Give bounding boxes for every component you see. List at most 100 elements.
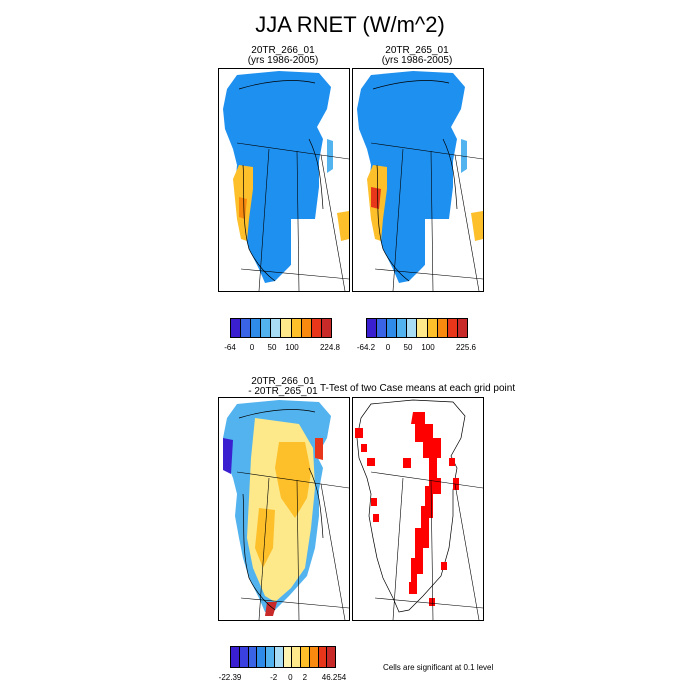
- coastline: [238, 409, 324, 611]
- iceland-cells: [471, 211, 483, 241]
- panel-title-top-left: 20TR_266_01 (yrs 1986-2005): [218, 46, 348, 66]
- meridian-line: [320, 154, 346, 291]
- colorbar-swatch: [311, 319, 322, 337]
- colorbar-swatch: [239, 647, 249, 667]
- map-panel-top-left: [218, 68, 350, 292]
- panel-years: (yrs 1986-2005): [381, 55, 453, 66]
- colorbar-tick-label: 100: [421, 343, 435, 352]
- west-margin-hot-region: [239, 197, 247, 219]
- colorbar-swatch: [327, 647, 335, 667]
- west-margin-hot-region: [371, 187, 381, 209]
- colorbar-tick-label: -2: [270, 673, 278, 682]
- figure-title: JJA RNET (W/m^2): [255, 12, 445, 37]
- colorbar-swatch: [266, 647, 275, 667]
- meridian-line: [430, 479, 434, 620]
- colorbar-swatch: [367, 319, 378, 337]
- colorbar-swatch: [283, 647, 293, 667]
- positive-diff-cells: [315, 438, 323, 460]
- map-panel-top-right: [352, 68, 484, 292]
- nodata-region: [291, 219, 319, 265]
- significance-note: Cells are significant at 0.1 level: [383, 663, 494, 672]
- colorbar-case2: [366, 318, 468, 338]
- colorbar-tick-label: 0: [249, 343, 255, 352]
- meridian-line: [392, 148, 404, 291]
- map-panel-difference: [218, 397, 350, 621]
- panel-title-bottom-left: 20TR_266_01 - 20TR_265_01: [218, 377, 348, 397]
- colorbar-swatch: [251, 319, 262, 337]
- panel-case-name: 20TR_266_01: [251, 45, 315, 56]
- panel-case-name: 20TR_266_01: [251, 376, 315, 387]
- greenland-map-case1: [223, 71, 349, 291]
- colorbar-swatch: [417, 319, 428, 337]
- panel-title-bottom-right: T-Test of two Case means at each grid po…: [320, 383, 516, 394]
- colorbar-swatch: [397, 319, 408, 337]
- colorbar-ticks-case2: -64.2 0 50 100 225.6: [357, 343, 476, 353]
- colorbar-swatch: [291, 319, 302, 337]
- colorbar-tick-label: -64: [224, 343, 236, 352]
- significant-cell: [367, 458, 375, 466]
- colorbar-tick-label: 100: [285, 343, 299, 352]
- colorbar-swatch: [241, 319, 252, 337]
- meridian-line: [454, 483, 480, 620]
- colorbar-swatch: [257, 647, 266, 667]
- meridian-line: [258, 148, 270, 291]
- meridian-line: [296, 479, 300, 620]
- colorbar-swatch: [271, 319, 282, 337]
- negative-diff-cells: [223, 438, 233, 474]
- colorbar-tick-label: 2: [302, 673, 308, 682]
- significant-cell: [429, 598, 435, 606]
- panel-case-diff: - 20TR_265_01: [248, 386, 318, 397]
- colorbar-swatch: [447, 319, 458, 337]
- latitude-line: [374, 597, 483, 609]
- colorbar-tick-label: 0: [288, 673, 293, 682]
- latitude-line: [240, 268, 349, 280]
- latitude-line: [240, 597, 349, 609]
- latitude-line: [236, 471, 349, 489]
- latitude-line: [370, 471, 483, 489]
- map-panel-ttest: [352, 397, 484, 621]
- significant-region-main: [409, 412, 441, 594]
- meridian-line: [258, 477, 270, 620]
- colorbar-swatch: [292, 647, 301, 667]
- coastline: [372, 80, 458, 282]
- colorbar-swatch: [457, 319, 467, 337]
- max-diff-cells: [265, 602, 277, 616]
- colorbar-tick-label: 50: [403, 343, 413, 352]
- panel-title-top-right: 20TR_265_01 (yrs 1986-2005): [352, 46, 482, 66]
- colorbar-tick-label: 0: [385, 343, 391, 352]
- latitude-line: [370, 142, 483, 160]
- colorbar-tick-label: -22.39: [218, 673, 242, 682]
- meridian-line: [296, 150, 300, 291]
- latitude-line: [374, 268, 483, 280]
- latitude-line: [236, 142, 349, 160]
- colorbar-swatch: [281, 319, 292, 337]
- colorbar-case1: [230, 318, 332, 338]
- panel-years: (yrs 1986-2005): [247, 55, 319, 66]
- colorbar-swatch: [274, 647, 284, 667]
- greenland-map-significance: [355, 399, 483, 620]
- coastline: [238, 80, 324, 282]
- colorbar-swatch: [301, 647, 310, 667]
- colorbar-swatch: [261, 319, 272, 337]
- colorbar-ticks-difference: -22.39 -2 0 2 46.254: [219, 673, 347, 683]
- colorbar-tick-label: -64.2: [356, 343, 376, 352]
- significant-cell: [373, 514, 379, 522]
- colorbar-swatch: [318, 647, 328, 667]
- meridian-line: [430, 150, 434, 291]
- colorbar-swatch: [407, 319, 418, 337]
- greenland-map-difference: [223, 400, 349, 620]
- colorbar-swatch: [387, 319, 398, 337]
- significant-cell: [441, 562, 447, 570]
- colorbar-swatch: [231, 647, 240, 667]
- significant-cell: [361, 444, 367, 452]
- iceland-cells: [337, 211, 349, 241]
- panel-case-name: 20TR_265_01: [385, 45, 449, 56]
- colorbar-tick-label: 50: [267, 343, 277, 352]
- colorbar-swatch: [231, 319, 242, 337]
- nodata-region: [425, 219, 453, 265]
- colorbar-swatch: [427, 319, 438, 337]
- significant-cell: [403, 458, 411, 468]
- greenland-map-case2: [357, 71, 483, 291]
- significant-cell: [449, 458, 455, 466]
- colorbar-swatch: [301, 319, 312, 337]
